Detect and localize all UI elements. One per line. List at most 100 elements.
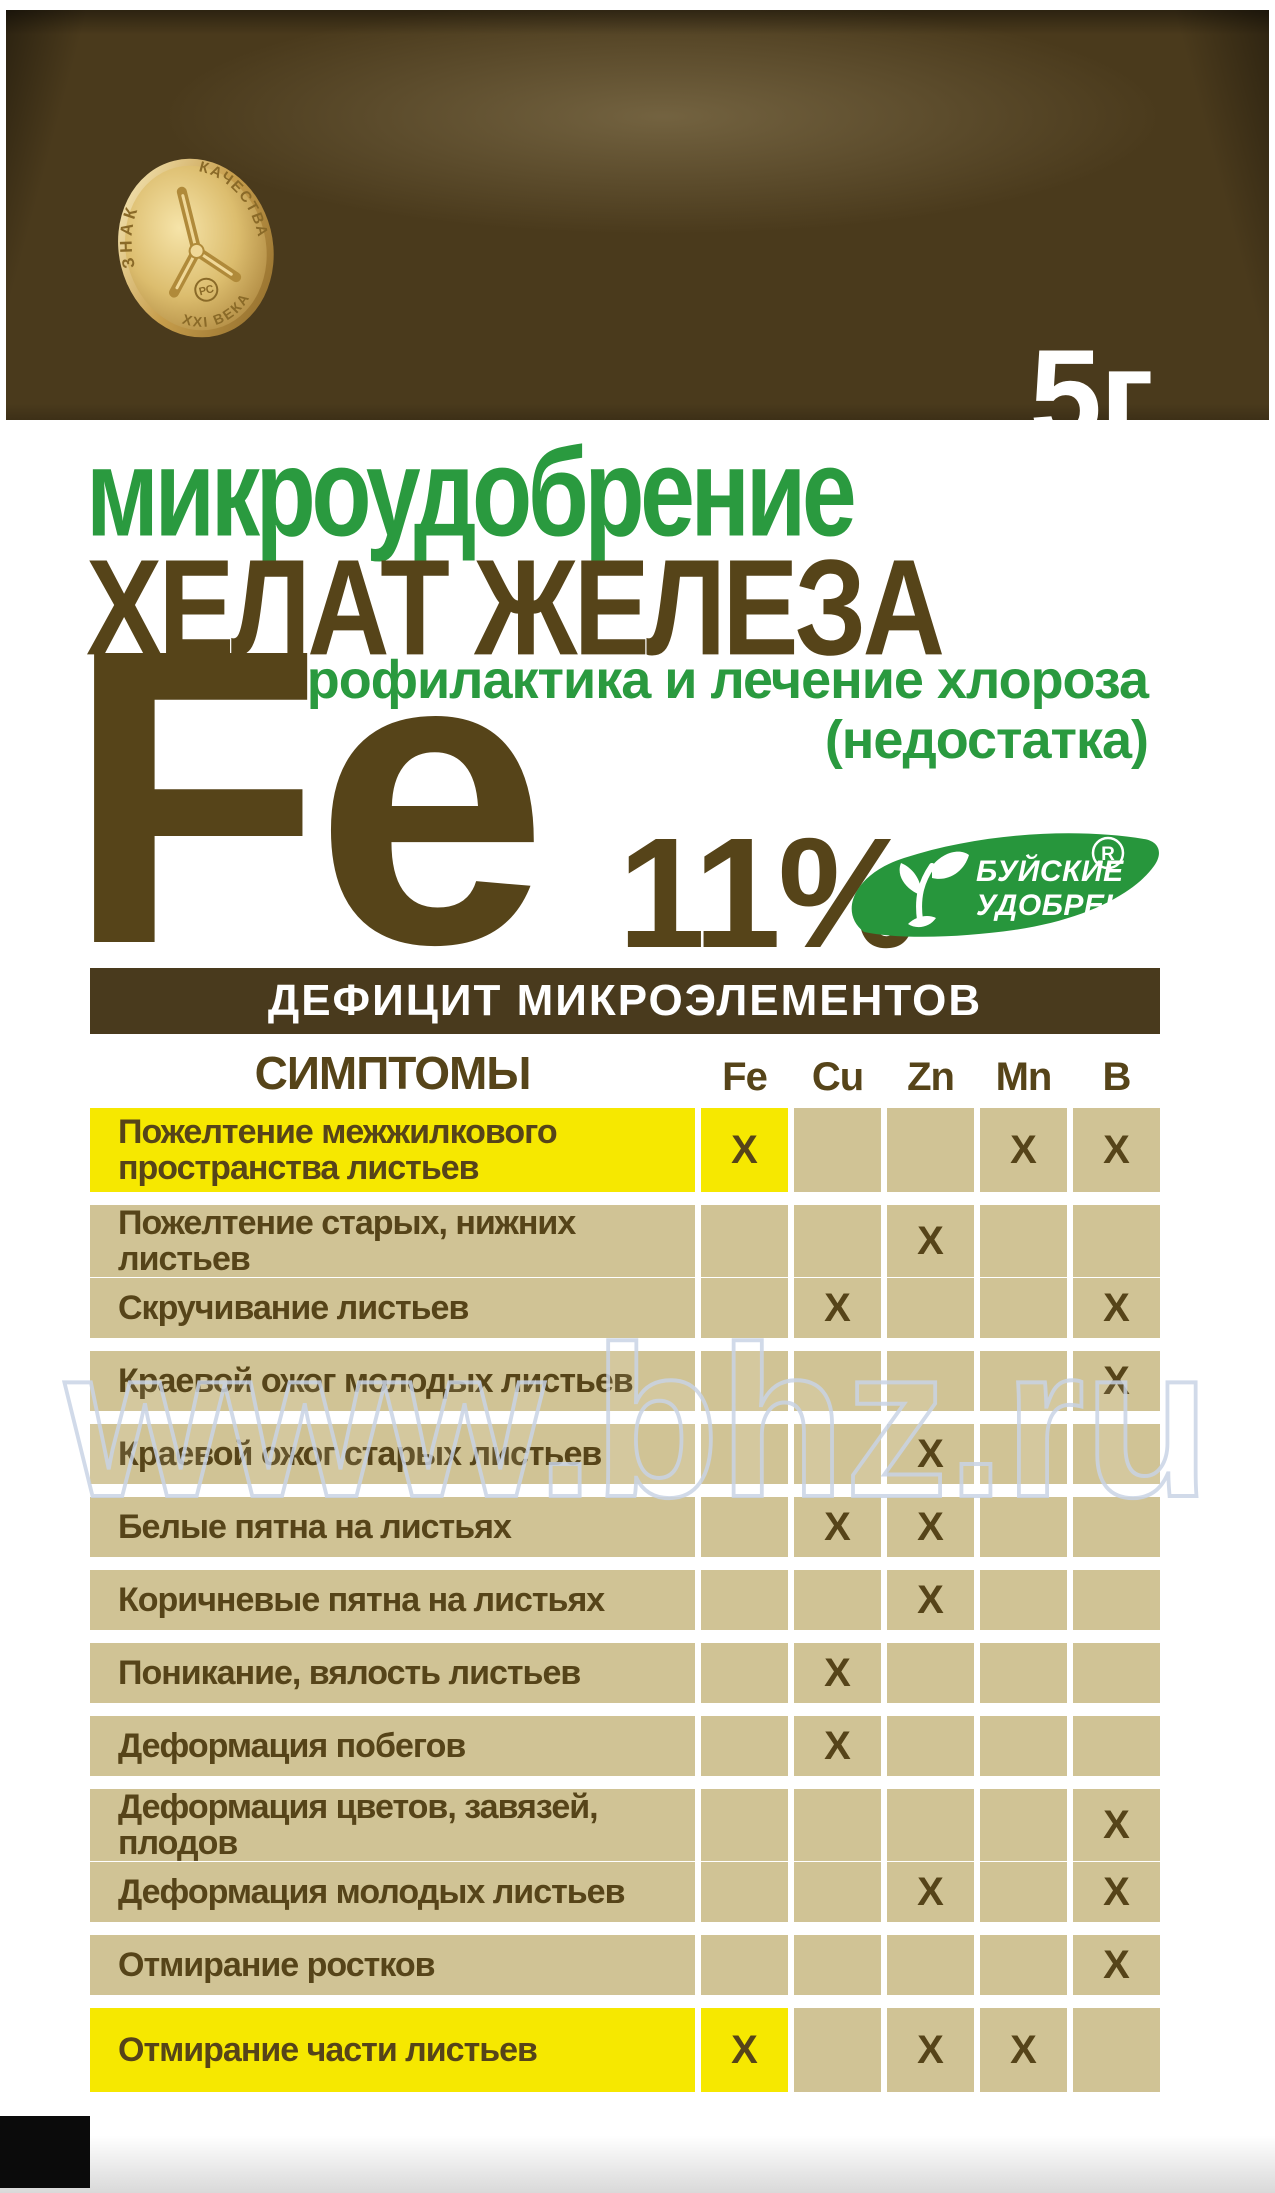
element-header-Zn: Zn xyxy=(907,1055,955,1099)
sprout-icon xyxy=(899,851,969,928)
element-cell-Zn: X xyxy=(887,1862,974,1922)
symptom-label: Отмирание части листьев xyxy=(118,2031,538,2069)
symptom-label: Деформация побегов xyxy=(118,1727,466,1765)
element-cell-B xyxy=(1073,1424,1160,1484)
symptom-cell: Деформация молодых листьев xyxy=(90,1862,695,1922)
brand-logo: БУЙСКИЕ УДОБРЕНИЯ R xyxy=(851,833,1168,937)
brand-name-line1: БУЙСКИЕ xyxy=(976,853,1124,888)
table-row: Краевой ожог старых листьев X xyxy=(90,1424,1160,1484)
element-cell-Zn xyxy=(887,1935,974,1995)
element-cell-B: X xyxy=(1073,1862,1160,1922)
element-cell-Cu xyxy=(794,1862,881,1922)
table-row: Пожелтение межжилкового пространства лис… xyxy=(90,1108,1160,1192)
symptom-label: Белые пятна на листьях xyxy=(118,1508,512,1546)
element-cell-B: X xyxy=(1073,1108,1160,1192)
symptom-label: Пожелтение старых, нижних листьев xyxy=(118,1204,576,1278)
symptom-label: Краевой ожог старых листьев xyxy=(118,1435,602,1473)
table-row: Коричневые пятна на листьях X xyxy=(90,1570,1160,1630)
element-cell-Zn: X xyxy=(887,1424,974,1484)
symptom-cell: Деформация побегов xyxy=(90,1716,695,1776)
element-cell-Mn xyxy=(980,1643,1067,1703)
quality-medal: ЗНАК КАЧЕСТВА XXI ВЕКА РС xyxy=(104,147,274,338)
element-cell-Zn: X xyxy=(887,2008,974,2092)
element-cell-Mn xyxy=(980,1570,1067,1630)
tagline: Профилактика и лечение хлороза (недостат… xyxy=(268,650,1149,770)
symptom-label: Деформация молодых листьев xyxy=(118,1873,625,1911)
element-cell-Fe xyxy=(701,1570,788,1630)
element-cell-Fe xyxy=(701,1716,788,1776)
symptom-cell: Поникание, вялость листьев xyxy=(90,1643,695,1703)
element-cell-B: X xyxy=(1073,1789,1160,1861)
element-cell-B: X xyxy=(1073,1351,1160,1411)
symptom-label: Поникание, вялость листьев xyxy=(118,1654,581,1692)
black-corner-mark xyxy=(0,2116,90,2188)
element-cell-B xyxy=(1073,1570,1160,1630)
symptom-cell: Скручивание листьев xyxy=(90,1278,695,1338)
element-cell-Cu xyxy=(794,1108,881,1192)
element-cell-Cu: X xyxy=(794,1497,881,1557)
table-title: ДЕФИЦИТ МИКРОЭЛЕМЕНТОВ xyxy=(267,976,983,1025)
leaf-shape xyxy=(851,833,1159,937)
table-row: Отмирание ростков X xyxy=(90,1935,1160,1995)
category-title: микроудобрение xyxy=(86,422,857,563)
medal-center-text: РС xyxy=(198,283,216,298)
element-cell-Zn xyxy=(887,1351,974,1411)
element-cell-Zn: X xyxy=(887,1570,974,1630)
element-cell-Fe xyxy=(701,1424,788,1484)
table-row: Поникание, вялость листьев X xyxy=(90,1643,1160,1703)
symptom-cell: Деформация цветов, завязей, плодов xyxy=(90,1789,695,1861)
element-cell-B xyxy=(1073,1716,1160,1776)
table-row: Отмирание части листьев X X X xyxy=(90,2008,1160,2092)
element-cell-Mn xyxy=(980,1278,1067,1338)
element-cell-Mn xyxy=(980,1497,1067,1557)
table-row: Краевой ожог молодых листьев X xyxy=(90,1351,1160,1411)
element-symbol: Fe xyxy=(66,563,548,1032)
element-cell-Fe: X xyxy=(701,2008,788,2092)
table-title-bar: ДЕФИЦИТ МИКРОЭЛЕМЕНТОВ xyxy=(90,968,1160,1034)
brand-name-line2: УДОБРЕНИЯ xyxy=(976,889,1168,922)
element-cell-Mn: X xyxy=(980,2008,1067,2092)
element-cell-Cu: X xyxy=(794,1278,881,1338)
element-cell-Cu xyxy=(794,1570,881,1630)
element-cell-Zn xyxy=(887,1643,974,1703)
tagline-line1: Профилактика и лечение хлороза xyxy=(268,650,1149,710)
element-cell-Zn xyxy=(887,1716,974,1776)
element-cell-Cu xyxy=(794,1789,881,1861)
element-cell-Mn xyxy=(980,1789,1067,1861)
element-cell-Cu xyxy=(794,2008,881,2092)
element-cell-Fe xyxy=(701,1278,788,1338)
package-bottom-shade xyxy=(0,2135,1275,2193)
element-cell-Cu: X xyxy=(794,1716,881,1776)
element-cell-Zn xyxy=(887,1108,974,1192)
element-cell-Mn xyxy=(980,1935,1067,1995)
symptom-label: Деформация цветов, завязей, плодов xyxy=(118,1788,599,1862)
net-weight: 5г xyxy=(1029,322,1154,468)
element-cell-B xyxy=(1073,1643,1160,1703)
symptom-label: Краевой ожог молодых листьев xyxy=(118,1362,634,1400)
symptom-cell: Белые пятна на листьях xyxy=(90,1497,695,1557)
medal-emblem xyxy=(169,186,242,298)
element-cell-B: X xyxy=(1073,1935,1160,1995)
element-cell-Mn: X xyxy=(980,1108,1067,1192)
symptom-cell: Пожелтение старых, нижних листьев xyxy=(90,1205,695,1277)
symptom-cell: Отмирание части листьев xyxy=(90,2008,695,2092)
svg-text:R: R xyxy=(1101,844,1115,865)
symptom-cell: Краевой ожог старых листьев xyxy=(90,1424,695,1484)
element-cell-Fe xyxy=(701,1351,788,1411)
symptom-cell: Коричневые пятна на листьях xyxy=(90,1570,695,1630)
element-cell-Mn xyxy=(980,1716,1067,1776)
element-cell-Zn xyxy=(887,1278,974,1338)
symptom-cell: Пожелтение межжилкового пространства лис… xyxy=(90,1108,695,1192)
element-cell-Mn xyxy=(980,1424,1067,1484)
element-header-Fe: Fe xyxy=(722,1055,768,1099)
product-title: ХЕЛАТ ЖЕЛЕЗА xyxy=(86,532,945,685)
element-cell-Cu xyxy=(794,1351,881,1411)
element-cell-Fe xyxy=(701,1935,788,1995)
table-row: Деформация побегов X xyxy=(90,1716,1160,1776)
package-header: ЗНАК КАЧЕСТВА XXI ВЕКА РС xyxy=(6,10,1269,420)
symptom-label: Отмирание ростков xyxy=(118,1946,436,1984)
element-cell-Fe xyxy=(701,1205,788,1277)
element-cell-Fe xyxy=(701,1497,788,1557)
element-cell-Cu xyxy=(794,1424,881,1484)
